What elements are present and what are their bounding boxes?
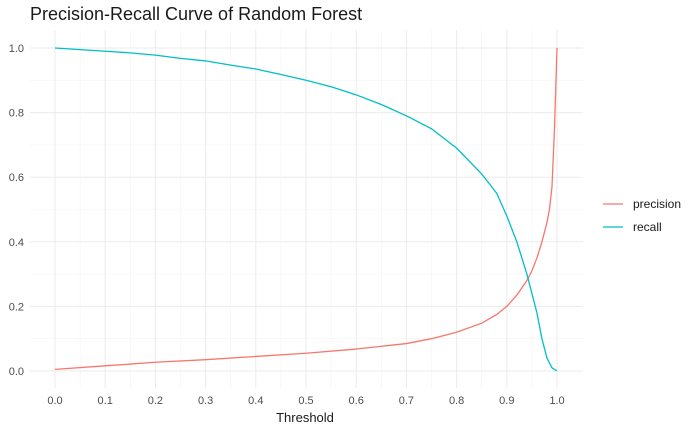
x-tick-label: 1.0: [549, 395, 564, 407]
legend-label-precision: precision: [633, 197, 681, 211]
chart-title: Precision-Recall Curve of Random Forest: [30, 4, 363, 24]
series-lines: [54, 47, 558, 372]
x-tick-label: 0.9: [499, 395, 514, 407]
x-tick-label: 0.4: [248, 395, 263, 407]
x-tick-label: 0.2: [148, 395, 163, 407]
legend: precision recall: [603, 197, 681, 234]
x-tick-label: 0.6: [349, 395, 364, 407]
grid-layer: [30, 30, 583, 388]
x-tick-label: 0.7: [399, 395, 414, 407]
x-tick-labels: 0.0 0.1 0.2 0.3 0.4 0.5 0.6 0.7 0.8 0.9 1.0: [47, 395, 564, 407]
y-tick-label: 0.2: [9, 301, 24, 313]
x-tick-label: 0.8: [449, 395, 464, 407]
series-line-recall: [54, 47, 558, 372]
x-axis-label: Threshold: [276, 410, 334, 425]
y-tick-labels: 0.0 0.2 0.4 0.6 0.8 1.0: [9, 43, 24, 378]
y-tick-label: 0.6: [9, 172, 24, 184]
x-tick-label: 0.1: [98, 395, 113, 407]
x-tick-label: 0.5: [298, 395, 313, 407]
x-tick-label: 0.0: [47, 395, 62, 407]
series-line-precision: [54, 47, 558, 371]
x-tick-label: 0.3: [198, 395, 213, 407]
y-tick-label: 0.0: [9, 366, 24, 378]
legend-label-recall: recall: [633, 220, 662, 234]
y-tick-label: 1.0: [9, 43, 24, 55]
y-tick-label: 0.4: [9, 237, 24, 249]
y-tick-label: 0.8: [9, 108, 24, 120]
